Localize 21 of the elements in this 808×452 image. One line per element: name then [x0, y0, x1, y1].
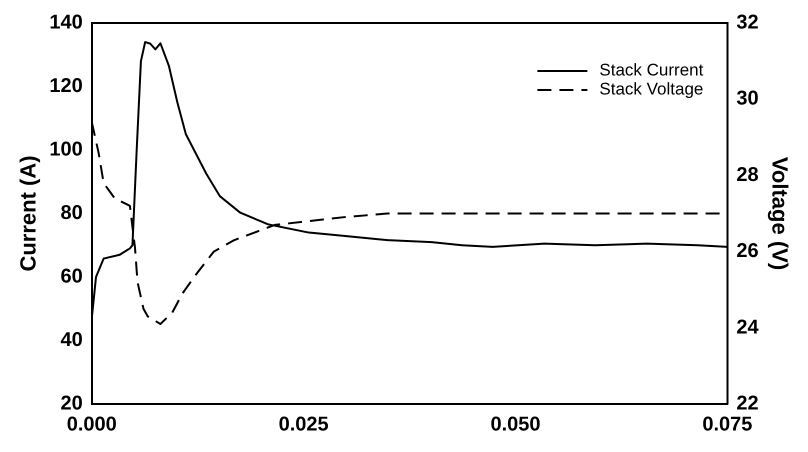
y2-tick-label: 26 [736, 240, 759, 262]
y-tick-label: 20 [60, 392, 83, 415]
y-axis-title: Current (A) [15, 155, 40, 272]
x-tick-label: 0.025 [278, 414, 329, 436]
x-tick-label: 0.000 [66, 414, 117, 436]
y-tick-label: 80 [60, 202, 83, 224]
legend-label: Stack Current [599, 60, 704, 80]
y-tick-label: 100 [49, 138, 83, 161]
y2-axis-title: Voltage (V) [768, 156, 793, 270]
y-tick-label: 120 [49, 75, 83, 98]
y-tick-label: 60 [60, 266, 83, 288]
x-tick-label: 0.050 [490, 414, 541, 436]
y2-tick-label: 28 [736, 164, 759, 186]
x-tick-label: 0.075 [702, 414, 752, 436]
y2-tick-label: 22 [736, 392, 759, 415]
y2-tick-label: 32 [736, 12, 759, 34]
y2-tick-label: 24 [736, 316, 760, 338]
y-tick-label: 140 [49, 12, 83, 34]
y2-tick-label: 30 [736, 88, 759, 110]
legend-label: Stack Voltage [599, 80, 704, 99]
y-tick-label: 40 [60, 329, 83, 352]
